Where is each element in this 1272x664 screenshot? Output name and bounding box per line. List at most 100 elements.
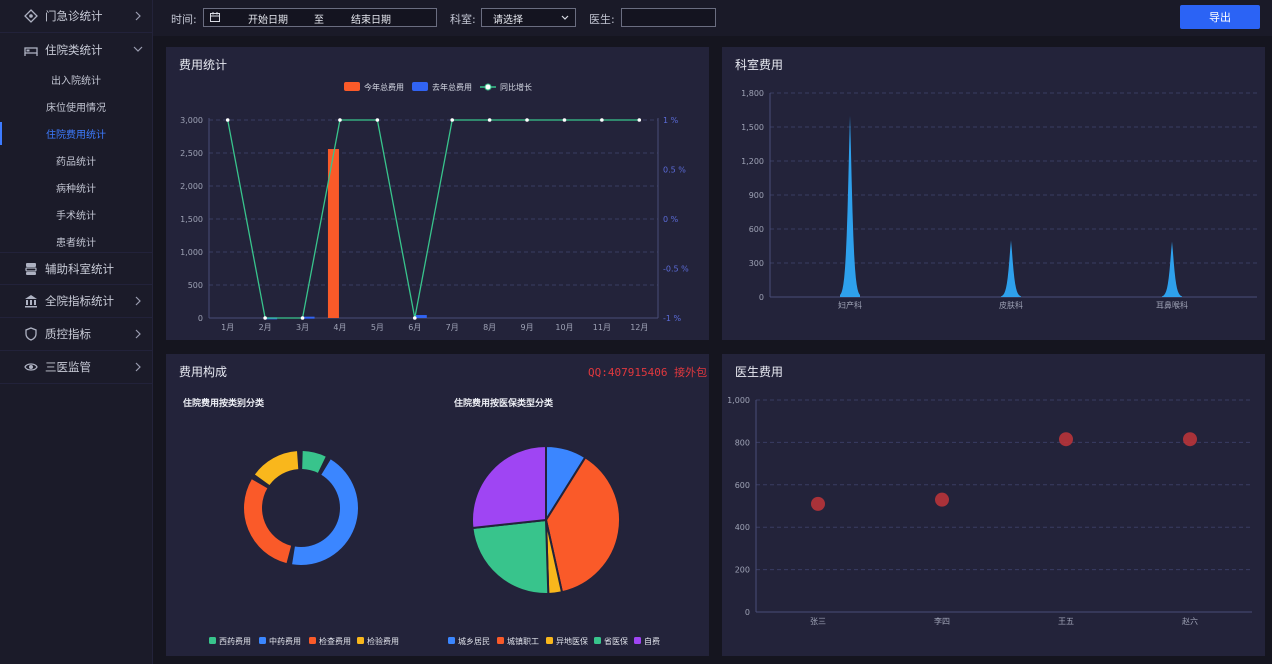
chevron-down-icon	[561, 15, 569, 20]
dept-cost-panel: 科室费用 0 300 600 900 1,200 1,500 1,800 妇产科 皮肤科 耳鼻喉科	[722, 47, 1265, 340]
y-tick-label: 500	[188, 281, 203, 290]
y2-tick-label: -1 %	[663, 314, 682, 323]
y-tick-label: 1,500	[741, 123, 764, 132]
scatter-point	[1059, 432, 1073, 447]
legend-swatch	[309, 637, 316, 644]
y-tick-label: 0	[745, 608, 750, 617]
chevron-right-icon	[135, 11, 141, 21]
legend-swatch-this-year	[344, 82, 360, 91]
date-range-picker[interactable]: 开始日期 至 结束日期	[203, 8, 437, 27]
legend-swatch-growth-dot	[484, 83, 492, 91]
legend-label: 西药费用	[219, 636, 251, 646]
y-tick-label: 1,000	[727, 396, 750, 405]
x-tick-label: 4月	[333, 323, 346, 332]
sidebar-item-supervision[interactable]: 三医监管	[0, 351, 152, 384]
doctor-label: 医生:	[589, 13, 615, 26]
x-tick-label: 耳鼻喉科	[1156, 300, 1188, 310]
export-button[interactable]: 导出	[1180, 5, 1260, 29]
donut-title: 住院费用按类别分类	[183, 399, 265, 409]
eye-icon	[24, 360, 38, 374]
end-date-input[interactable]: 结束日期	[351, 15, 391, 26]
qq-contact-text: QQ:407915406 接外包	[588, 366, 708, 379]
scatter-point	[935, 492, 949, 507]
x-tick-label: 7月	[446, 323, 459, 332]
cost-stats-chart: 0 500 1,000 1,500 2,000 2,500 3,000 -1 % -0.5 % 0…	[180, 82, 689, 332]
sidebar-item-inpatient[interactable]: 住院类统计	[0, 33, 152, 66]
y-tick-label: 1,200	[741, 157, 764, 166]
growth-line	[227, 119, 640, 319]
legend-label: 今年总费用	[364, 82, 404, 92]
y-tick-label: 1,000	[180, 248, 203, 257]
pie-slice	[471, 518, 550, 595]
y-tick-label: 800	[735, 438, 750, 447]
sidebar-item-hospital-index[interactable]: 全院指标统计	[0, 285, 152, 318]
legend-swatch	[634, 637, 641, 644]
sidebar-item-label: 住院类统计	[45, 42, 103, 57]
diamond-icon	[24, 9, 38, 23]
legend-swatch	[497, 637, 504, 644]
x-tick-label: 赵六	[1182, 616, 1198, 626]
x-tick-label: 12月	[630, 323, 648, 332]
legend-label: 同比增长	[500, 82, 532, 92]
sidebar-item-aux-dept[interactable]: 辅助科室统计	[0, 252, 152, 285]
legend-label: 省医保	[604, 636, 628, 646]
sidebar-subitem-inpatient-cost[interactable]: 住院费用统计	[0, 120, 152, 147]
chevron-right-icon	[135, 362, 141, 372]
y-tick-label: 1,800	[741, 89, 764, 98]
cost-stats-panel: 费用统计 0 500 1,000 1,500 2,000 2,500 3,000 -1 % -0…	[166, 47, 709, 340]
x-tick-label: 6月	[408, 323, 421, 332]
y-tick-label: 200	[735, 566, 750, 575]
growth-point	[412, 316, 417, 320]
doctor-input[interactable]	[621, 8, 716, 27]
dept-select[interactable]: 请选择	[481, 8, 576, 27]
pie-slice	[544, 455, 621, 594]
dept-select-value: 请选择	[493, 15, 523, 26]
legend-swatch	[209, 637, 216, 644]
chevron-right-icon	[135, 296, 141, 306]
donut-slice	[243, 479, 292, 564]
legend-swatch	[357, 637, 364, 644]
y2-tick-label: 0 %	[663, 215, 679, 224]
growth-point	[263, 316, 267, 320]
y-tick-label: 0	[198, 314, 203, 323]
legend-label: 去年总费用	[432, 82, 472, 92]
pie-slice	[471, 444, 547, 530]
x-tick-label: 皮肤科	[999, 300, 1023, 310]
sidebar-subitem-patient[interactable]: 患者统计	[56, 238, 96, 249]
bank-icon	[24, 294, 38, 308]
x-tick-label: 5月	[371, 323, 384, 332]
sidebar-subitem-bed-usage[interactable]: 床位使用情况	[46, 103, 106, 114]
donut-slice	[302, 451, 326, 473]
donut-slice	[254, 451, 299, 486]
sidebar-item-label: 全院指标统计	[45, 294, 114, 308]
chevron-down-icon	[133, 46, 143, 52]
y-tick-label: 300	[749, 259, 764, 268]
sidebar-subitem-disease[interactable]: 病种统计	[56, 184, 96, 195]
sidebar-subitem-admission[interactable]: 出入院统计	[51, 76, 101, 87]
legend-label: 城乡居民	[458, 637, 490, 646]
x-tick-label: 王五	[1058, 617, 1074, 626]
chevron-right-icon	[135, 329, 141, 339]
y2-tick-label: 1 %	[663, 116, 679, 125]
dept-label: 科室:	[450, 13, 476, 26]
start-date-input[interactable]: 开始日期	[248, 15, 288, 26]
y-tick-label: 600	[749, 225, 764, 234]
range-separator: 至	[314, 15, 324, 26]
sidebar-subitem-drug[interactable]: 药品统计	[56, 157, 96, 168]
dept-cost-chart: 0 300 600 900 1,200 1,500 1,800 妇产科 皮肤科 耳鼻喉科	[741, 89, 1257, 310]
x-tick-label: 妇产科	[838, 300, 862, 310]
x-tick-label: 10月	[555, 323, 573, 332]
y-tick-label: 1,500	[180, 215, 203, 224]
sidebar-subitem-surgery[interactable]: 手术统计	[56, 211, 96, 222]
sidebar-item-outpatient[interactable]: 门急诊统计	[0, 0, 152, 33]
calendar-icon	[210, 12, 220, 22]
y-tick-label: 0	[759, 293, 764, 302]
sidebar-item-quality[interactable]: 质控指标	[0, 318, 152, 351]
legend-label: 城镇职工	[507, 636, 539, 646]
growth-point	[450, 118, 455, 122]
panel-title: 科室费用	[735, 58, 784, 72]
dept-area-peak	[1001, 240, 1021, 297]
legend-label: 检验费用	[367, 636, 399, 646]
panel-title: 费用构成	[179, 365, 228, 379]
growth-point	[487, 118, 492, 122]
